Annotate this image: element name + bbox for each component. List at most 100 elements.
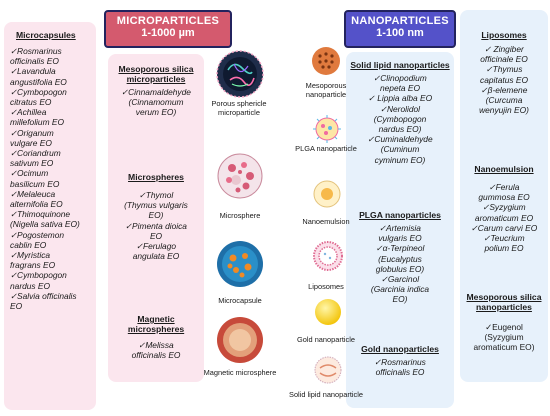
list-item: ✓Ocimum [10,168,49,179]
section-title: Magnetic microspheres [127,314,185,334]
list-item: (Cinnamomum [128,97,184,108]
mesoporous-nanoparticle-illustration [312,47,340,75]
list-item: angustifolia EO [10,76,67,87]
microcapsule-illustration [217,241,263,287]
section-title: Liposomes [481,30,527,40]
section-title: Gold nanoparticles [361,344,439,354]
right-section-nanoemulsion: Nanoemulsion ✓Ferula gummosa EO ✓Syzygium a… [462,164,546,253]
micro-section-microspheres: Microspheres ✓Thymol (Thymus vulgaris EO) ✓… [110,172,202,261]
section-title: Mesoporous silica nanoparticles [466,292,542,312]
microcapsules-panel [4,22,96,410]
micro-label-microcapsule: Microcapsule [218,296,262,305]
list-item: ✓Ferulago [135,241,177,252]
section-title: Mesoporous silica microparticles [118,64,194,84]
list-item: ✓Ferula [488,182,520,192]
list-item: ✓Myristica [10,250,51,261]
list-item: ✓Rosmarinus [374,357,426,367]
nano-label-liposomes: Liposomes [308,282,344,291]
list-item: ✓Garcinol [380,274,420,285]
porous-microparticle-illustration [216,50,264,98]
list-item: ✓Eugenol [485,322,523,332]
micro-label-porous: Porous sphericle microparticle [211,99,267,117]
nano-label-mesoporous: Mesoporous nanoparticle [305,81,347,99]
list-item: aromaticum EO) [473,342,535,353]
list-item: ✓Cuminaldehyde [367,134,433,145]
list-item: ✓Clinopodium [373,73,427,83]
list-item: EO) [148,210,164,221]
list-item: (Cuminum [380,144,420,155]
section-title: PLGA nanoparticles [359,210,441,220]
list-item: ✓Teucrium [483,233,525,244]
list-item: citratus EO [10,97,52,108]
microcapsules-title: Microcapsules [16,30,76,40]
micro-section-magnetic: Magnetic microspheres ✓Melissa officinali… [110,314,202,360]
list-item: EO) [392,294,408,305]
list-item: sativum EO [10,158,54,169]
list-item: ✓β-elemene [480,84,528,95]
list-item: officinalis EO [131,350,181,361]
section-title: Solid lipid nanoparticles [350,60,450,70]
list-item: ✓Cinnamaldehyde [121,87,191,97]
list-item: EO [10,301,23,312]
list-item: nardus EO [10,280,51,291]
list-item: gummosa EO [478,192,530,203]
list-item: ✓Thymus [485,64,523,75]
list-item: ✓Thymol [138,190,174,200]
list-item: (Garcinia indica [370,284,430,295]
nano-label-solid-lipid: Solid lipid nanoparticle [289,390,363,399]
list-item: (Eucalyptus [378,253,422,264]
list-item: ✓Achillea [10,107,47,118]
list-item: ✓Lavandula [10,66,56,77]
list-item: verum EO) [135,107,177,118]
list-item: cablin EO [10,239,47,250]
nano-section-gold: Gold nanoparticles ✓Rosmarinus officinali… [348,344,452,377]
nanoparticles-range: 1-100 nm [376,27,424,39]
nano-label-nanoemulsion: Nanoemulsion [302,217,350,226]
nano-label-gold: Gold nanoparticle [297,335,355,344]
list-item: alternifolia EO [10,199,63,210]
microparticles-panel [108,54,204,382]
nanoparticles-panel [346,52,454,408]
solid-lipid-nanoparticle-illustration [314,356,342,384]
list-item: officinalis EO [375,367,425,378]
list-item: ✓Melaleuca [10,188,56,199]
section-title: Nanoemulsion [474,164,534,174]
magnetic-microsphere-illustration [217,317,263,363]
microcapsules-list: Microcapsules ✓Rosmarinus officinalis EO ✓… [6,30,96,311]
list-item: ✓Thimoquinone [10,209,71,220]
right-section-mesoporous: Mesoporous silica nanoparticles ✓Eugenol… [462,292,546,353]
list-item: officinalis EO [10,56,59,67]
list-item: ✓Cymbopogon [10,86,67,97]
list-item: aromaticum EO [474,212,534,223]
nano-section-plga: PLGA nanoparticles ✓Artemisia vulgaris EO… [348,210,452,305]
list-item: (Syzygium [484,332,524,343]
list-item: ✓Pimenta dioica [125,220,187,231]
list-item: ✓α-Terpineol [375,243,425,254]
list-item: ✓ Zingiber [484,44,524,54]
list-item: basilicum EO [10,178,60,189]
list-item: ✓Nerolidol [379,103,421,114]
list-item: ✓Origanum [10,127,54,138]
list-item: (Thymus vulgaris [124,200,188,211]
gold-nanoparticle-illustration [315,299,341,325]
nanoemulsion-illustration [313,180,341,208]
list-item: (Nigella sativa EO) [10,219,80,230]
list-item: ✓Melissa [138,340,174,350]
micro-section-mesoporous: Mesoporous silica microparticles ✓Cinnam… [110,64,202,118]
list-item: fragrans EO [10,260,56,271]
list-item: ✓ Lippia alba EO [367,93,433,104]
list-item: wenyujin EO) [479,105,529,116]
list-item: nardus EO) [378,124,422,135]
list-item: ✓Syzygium [482,202,526,213]
liposome-illustration [313,241,343,271]
list-item: vulgare EO [10,137,52,148]
right-section-liposomes: Liposomes ✓ Zingiber officinale EO ✓Thymus… [462,30,546,115]
list-item: ✓Salvia officinalis [10,290,77,301]
list-item: (Cymbopogon [373,113,427,124]
list-item: ✓Cymbopogon [10,270,67,281]
microsphere-illustration [217,153,263,199]
list-item: millefolium EO [10,117,64,128]
list-item: (Curcuma [485,95,523,106]
list-item: EO [149,230,163,241]
nanoparticles-title: NANOPARTICLES [351,15,449,27]
